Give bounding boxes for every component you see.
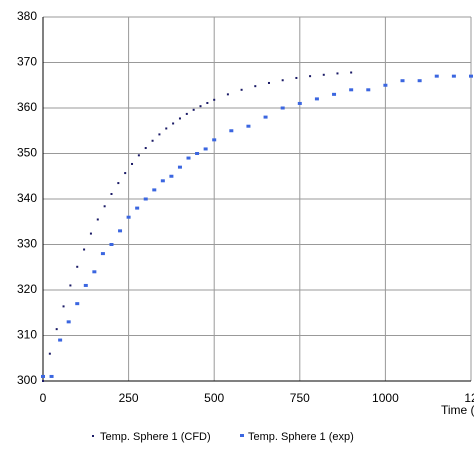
point bbox=[254, 85, 257, 88]
legend-text: Temp. Sphere 1 (CFD) bbox=[100, 431, 211, 443]
point bbox=[66, 320, 71, 324]
point bbox=[417, 79, 422, 83]
x-tick-label: 0 bbox=[40, 391, 47, 405]
point bbox=[332, 92, 337, 96]
point bbox=[246, 124, 251, 128]
y-tick-label: 300 bbox=[17, 373, 37, 387]
point bbox=[69, 284, 72, 287]
point bbox=[309, 75, 312, 78]
point bbox=[151, 139, 154, 142]
point bbox=[267, 81, 270, 84]
point bbox=[165, 127, 168, 130]
point bbox=[83, 283, 88, 287]
point bbox=[41, 374, 45, 378]
point bbox=[58, 338, 63, 342]
point bbox=[199, 105, 202, 108]
point bbox=[76, 265, 79, 268]
point bbox=[103, 205, 106, 208]
point bbox=[118, 229, 123, 233]
point bbox=[48, 352, 51, 355]
point bbox=[131, 162, 134, 165]
y-tick-label: 330 bbox=[17, 237, 37, 251]
point bbox=[349, 88, 354, 92]
point bbox=[152, 188, 157, 192]
point bbox=[263, 115, 268, 119]
y-tick-label: 370 bbox=[17, 55, 37, 69]
point bbox=[143, 197, 148, 201]
point bbox=[229, 129, 234, 133]
point bbox=[89, 232, 92, 235]
point bbox=[451, 74, 456, 78]
point bbox=[240, 88, 243, 91]
point bbox=[158, 133, 161, 136]
y-tick-label: 380 bbox=[17, 9, 37, 23]
point bbox=[55, 328, 58, 331]
point bbox=[206, 101, 209, 104]
point bbox=[160, 179, 165, 183]
point bbox=[195, 152, 200, 155]
point bbox=[92, 270, 97, 274]
point bbox=[96, 218, 99, 221]
point bbox=[110, 192, 113, 195]
point bbox=[83, 248, 86, 251]
x-tick-label: 250 bbox=[119, 391, 139, 405]
point bbox=[212, 138, 217, 142]
legend-marker bbox=[240, 434, 244, 437]
point bbox=[280, 106, 285, 110]
point bbox=[383, 83, 388, 87]
y-tick-label: 340 bbox=[17, 191, 37, 205]
x-tick-label: 1000 bbox=[372, 391, 399, 405]
point bbox=[124, 172, 127, 175]
x-tick-label: 12 bbox=[464, 391, 474, 405]
legend-text: Temp. Sphere 1 (exp) bbox=[248, 431, 354, 443]
point bbox=[169, 174, 174, 178]
x-tick-label: 500 bbox=[204, 391, 224, 405]
point bbox=[297, 101, 302, 105]
point bbox=[177, 165, 182, 169]
point bbox=[295, 76, 298, 79]
point bbox=[366, 88, 371, 92]
point bbox=[42, 380, 44, 382]
point bbox=[178, 117, 181, 120]
point bbox=[213, 98, 216, 101]
y-tick-label: 320 bbox=[17, 282, 37, 296]
point bbox=[135, 206, 140, 210]
point bbox=[126, 215, 131, 219]
point bbox=[186, 156, 191, 160]
point bbox=[62, 305, 65, 308]
y-tick-label: 350 bbox=[17, 146, 37, 160]
x-axis-label: Time ( bbox=[441, 403, 474, 417]
x-tick-label: 750 bbox=[290, 391, 310, 405]
point bbox=[400, 79, 405, 83]
point bbox=[203, 147, 208, 151]
point bbox=[281, 79, 284, 82]
y-tick-label: 360 bbox=[17, 100, 37, 114]
point bbox=[226, 93, 229, 96]
point bbox=[185, 112, 188, 115]
point bbox=[322, 73, 325, 76]
point bbox=[434, 74, 439, 78]
point bbox=[336, 72, 339, 75]
point bbox=[172, 122, 175, 125]
point bbox=[350, 71, 353, 74]
point bbox=[469, 74, 473, 78]
point bbox=[314, 97, 319, 101]
point bbox=[100, 252, 105, 256]
point bbox=[117, 182, 120, 185]
point bbox=[137, 154, 140, 157]
y-tick-label: 310 bbox=[17, 328, 37, 342]
point bbox=[75, 302, 80, 306]
point bbox=[109, 243, 114, 246]
point bbox=[192, 108, 195, 111]
legend-marker bbox=[92, 435, 94, 437]
point bbox=[49, 374, 54, 378]
point bbox=[144, 147, 147, 150]
